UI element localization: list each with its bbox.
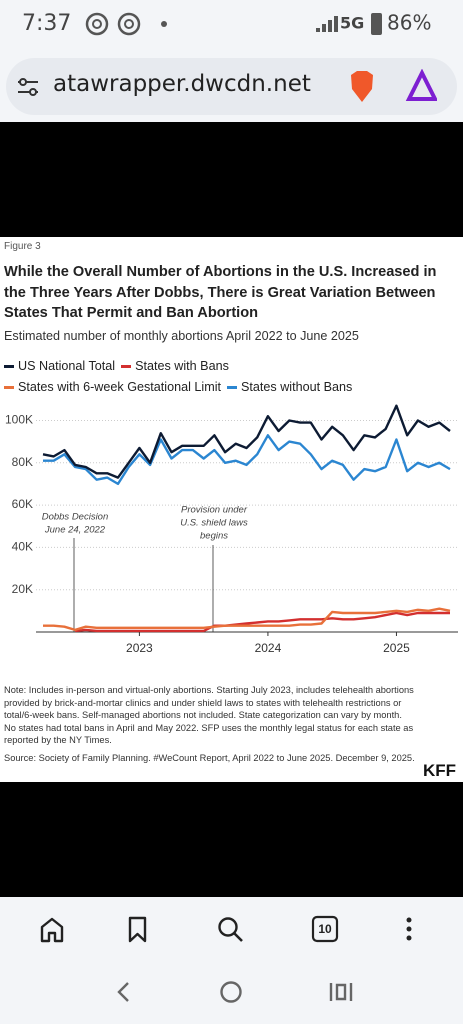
legend-swatch [4,365,14,369]
logo: KFF [423,761,457,780]
home-button[interactable] [40,917,64,943]
x-tick-label: 2023 [126,641,153,655]
back-button[interactable] [117,982,129,1002]
y-tick-label: 100K [5,413,33,427]
legend-item: States with Bans [121,356,229,377]
search-button[interactable] [233,932,243,942]
series-line [74,611,450,633]
url-bar[interactable] [6,58,457,115]
bookmark-button[interactable] [128,916,147,943]
tabs-button[interactable] [311,915,339,943]
legend-swatch [4,386,14,390]
notification-icon [85,12,109,36]
legend-swatch [227,386,237,390]
recents-button[interactable] [329,983,353,1001]
annotation: June 24, 2022 [44,525,106,536]
x-tick-label: 2025 [383,641,410,655]
legend-label: States with Bans [135,359,229,373]
source: Source: Society of Family Planning. #WeC… [4,753,415,763]
legend-swatch [121,365,132,369]
signal-icon [316,16,338,32]
legend-item: States with 6-week Gestational Limit [4,377,221,398]
notification-icon [124,19,134,29]
menu-button[interactable] [406,935,412,941]
dot [161,21,167,27]
notification-icon [117,12,141,36]
browser-icons [351,69,437,102]
network: 5G [340,14,364,33]
y-tick-label: 80K [12,455,33,469]
battery: 86% [387,11,431,35]
legend-label: States without Bans [241,380,353,394]
annotation: begins [200,531,228,542]
annotation: Dobbs Decision [42,512,109,523]
menu-button[interactable] [406,926,412,932]
black-area [0,122,463,237]
menu-button[interactable] [406,917,412,923]
search-button[interactable] [218,917,238,937]
legend-item: US National Total [4,356,115,377]
site-settings-icon[interactable] [14,74,42,100]
legend: US National Total States with Bans States … [4,356,444,398]
y-tick-label: 20K [12,582,33,596]
annotation: U.S. shield laws [180,518,248,529]
black-area [0,782,463,897]
legend-label: US National Total [18,359,116,373]
battery-icon [371,13,382,35]
notification-icon [92,19,102,29]
legend-label: States with 6-week Gestational Limit [18,380,221,394]
annotation: Provision under [181,505,248,516]
time: 7:37 [22,11,71,36]
chart: 20K 40K 60K 80K 100K 2023 2024 2025 Dobbs Decisi… [5,404,458,655]
note: Note: Includes in-person and virtual-onl… [4,685,414,746]
series-line [43,607,451,632]
status-bar: 7:37 5G 86% [22,11,431,37]
rewards-icon[interactable] [405,69,437,101]
embed [0,237,463,782]
brave-icon[interactable] [351,71,373,102]
series-line [42,404,451,479]
legend-item: States without Bans [227,377,352,398]
y-tick-label: 60K [12,497,33,511]
chart-title: While the Overall Number of Abortions in… [4,264,437,321]
x-tick-label: 2024 [255,641,282,655]
chart-subtitle: Estimated number of monthly abortions Ap… [4,329,359,343]
tab-count[interactable]: 10 [318,922,332,936]
y-tick-label: 40K [12,540,33,554]
figure-label: Figure 3 [4,241,41,252]
navigation: 10 [0,897,463,1024]
series-line [43,434,451,486]
url[interactable]: atawrapper.dwcdn.net [53,71,311,97]
home-gesture[interactable] [220,981,242,1003]
